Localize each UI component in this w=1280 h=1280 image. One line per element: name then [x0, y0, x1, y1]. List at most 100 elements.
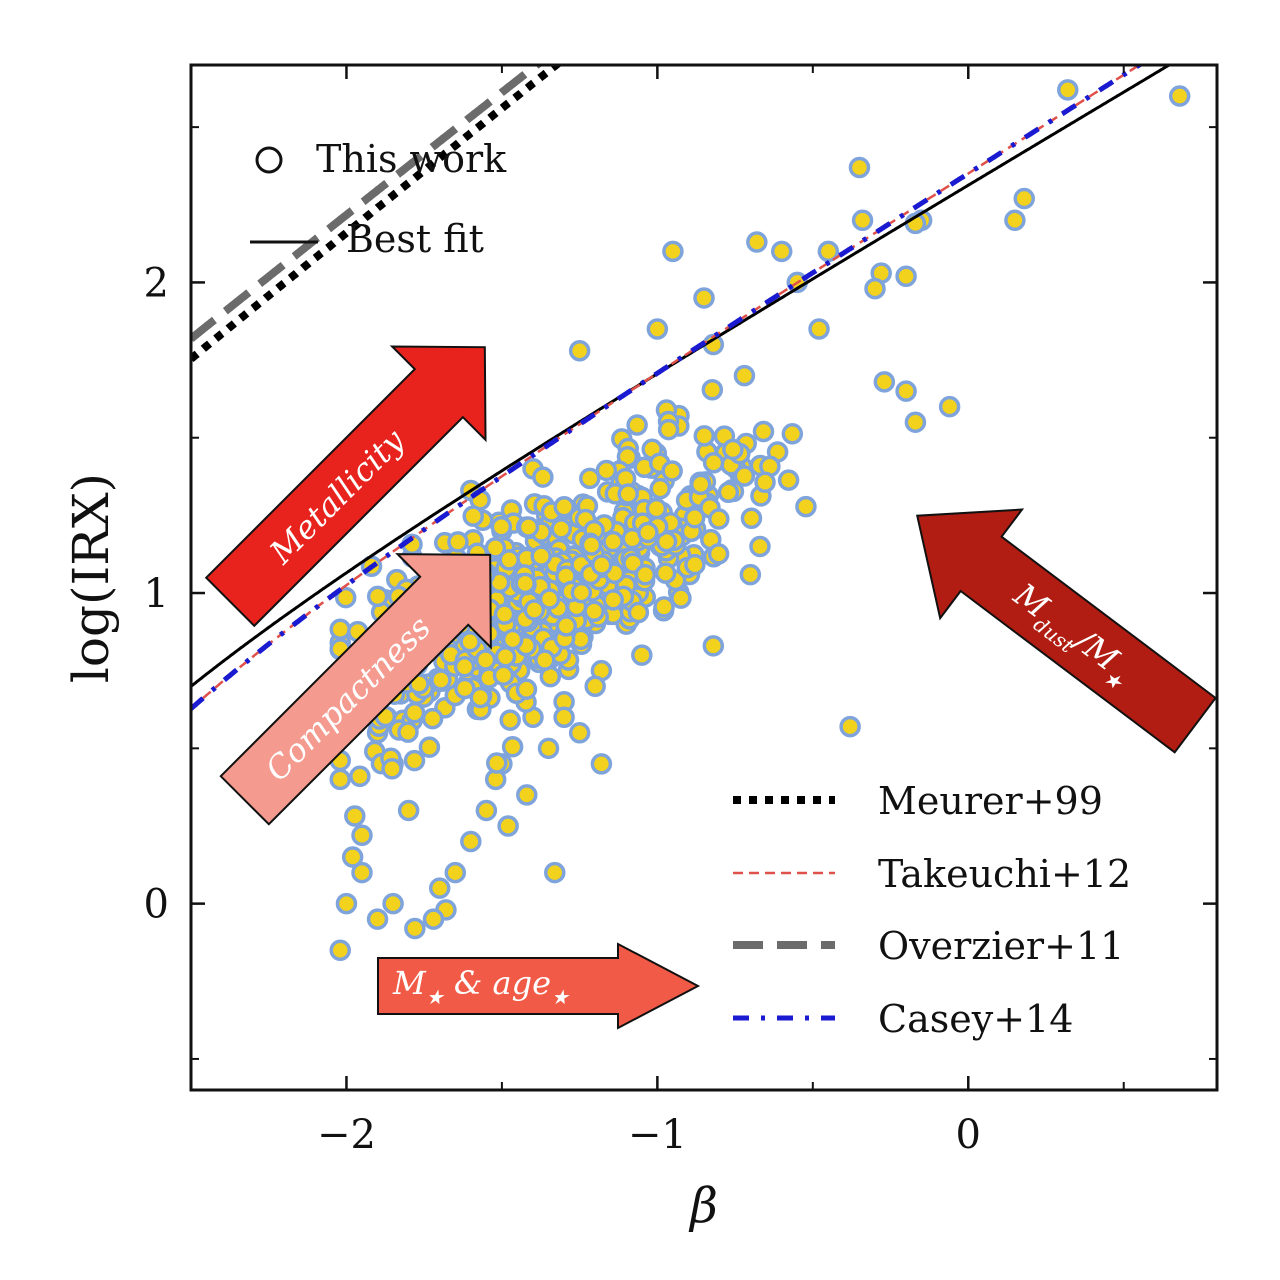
scatter-point: [517, 516, 540, 538]
scatter-point: [739, 563, 762, 586]
legend-label-takeuchi: Takeuchi+12: [878, 852, 1131, 896]
scatter-point: [366, 908, 389, 930]
legend-label-best-fit: Best fit: [346, 217, 484, 261]
scatter-point: [580, 534, 603, 556]
scatter-point: [708, 508, 730, 530]
scatter-point: [590, 753, 613, 775]
legend-label-casey: Casey+14: [878, 997, 1073, 1041]
scatter-point: [497, 815, 519, 837]
scatter-point: [657, 418, 680, 441]
scatter-point: [754, 471, 776, 493]
y-axis-label: log(IRX): [62, 473, 120, 683]
scatter-point: [555, 615, 578, 637]
scatter-point: [602, 530, 624, 553]
scatter-point: [553, 496, 575, 518]
scatter-point: [329, 768, 351, 791]
scatter-point: [459, 631, 481, 653]
scatter-point: [707, 543, 730, 565]
scatter-point: [627, 601, 650, 624]
scatter-point: [634, 564, 657, 586]
scatter-point: [523, 599, 546, 621]
scatter-point: [683, 506, 706, 529]
curve-casey-14: [191, 65, 1144, 711]
scatter-point: [1168, 85, 1191, 107]
scatter-point: [334, 586, 357, 609]
scatter-point: [702, 451, 725, 474]
scatter-point: [335, 892, 358, 915]
x-tick-label: 0: [956, 1112, 981, 1158]
scatter-point: [493, 603, 516, 625]
scatter-point: [490, 516, 513, 538]
scatter-point: [534, 649, 556, 671]
scatter-point: [553, 706, 575, 729]
y-tick-label: 0: [144, 882, 169, 928]
scatter-point: [1004, 209, 1026, 232]
scatter-point: [938, 395, 961, 418]
scatter-point: [733, 465, 756, 487]
scatter-point: [421, 707, 444, 730]
scatter-point: [422, 908, 445, 930]
scatter-point: [568, 722, 591, 744]
scatter-point: [904, 411, 927, 433]
scatter-point: [631, 644, 653, 666]
scatter-point: [795, 495, 817, 518]
scatter-point: [460, 830, 482, 853]
scatter-point: [662, 240, 684, 263]
scatter-point: [462, 505, 484, 527]
y-tick-label: 1: [144, 571, 169, 617]
scatter-point: [654, 562, 677, 584]
scatter-point: [516, 784, 538, 806]
scatter-point: [864, 277, 886, 300]
scatter-point: [684, 553, 706, 576]
scatter-point: [746, 231, 768, 253]
mass-age-label: M★ & age★: [392, 964, 570, 1009]
scatter-point: [649, 477, 671, 500]
x-tick-label: −1: [628, 1112, 687, 1158]
scatter-point: [722, 438, 744, 461]
scatter-point: [474, 649, 497, 671]
scatter-point: [501, 735, 524, 758]
scatter-point: [515, 678, 538, 700]
scatter-point: [403, 749, 426, 772]
scatter-point: [444, 861, 467, 884]
axis-ticks: −2 −1 0 0 1 2: [144, 65, 1217, 1158]
x-axis-label: β: [688, 1178, 718, 1234]
scatter-point: [344, 805, 366, 827]
scatter-point: [637, 521, 659, 544]
scatter-point: [351, 824, 373, 847]
scatter-point: [602, 589, 624, 611]
scatter-point: [447, 531, 469, 553]
scatter-point: [501, 628, 524, 651]
mass-age-star: ★: [551, 985, 570, 1009]
scatter-point: [397, 799, 420, 822]
x-tick-label: −2: [317, 1112, 376, 1158]
scatter-point: [428, 877, 451, 899]
legend-marker-this-work: [255, 146, 283, 174]
scatter-point: [537, 737, 560, 760]
scatter-point: [653, 596, 675, 618]
scatter-point: [469, 686, 492, 709]
legend-lower: Meurer+99 Takeuchi+12 Overzier+11 Casey+…: [733, 779, 1131, 1041]
axes-frame: [189, 63, 1219, 1092]
scatter-point: [430, 669, 452, 691]
curve-best-fit: [191, 65, 1173, 688]
scatter-point: [749, 535, 771, 558]
legend-label-this-work: This work: [316, 137, 507, 181]
scatter-point: [570, 581, 593, 604]
scatter-point: [895, 265, 917, 287]
scatter-point: [584, 675, 606, 697]
scatter-point: [381, 758, 403, 780]
scatter-point: [717, 481, 740, 504]
scatter-point: [351, 861, 373, 884]
scatter-point: [645, 497, 668, 520]
scatter-point: [895, 380, 917, 402]
legend-label-overzier: Overzier+11: [878, 924, 1124, 968]
scatter-point: [550, 518, 572, 540]
scatter-point: [701, 378, 724, 401]
legend-upper: This work Best fit: [250, 137, 507, 261]
y-tick-label: 2: [144, 260, 169, 306]
scatter-point: [579, 467, 601, 490]
scatter-point: [498, 549, 520, 571]
scatter-point: [492, 664, 515, 686]
scatter-point: [851, 209, 874, 232]
